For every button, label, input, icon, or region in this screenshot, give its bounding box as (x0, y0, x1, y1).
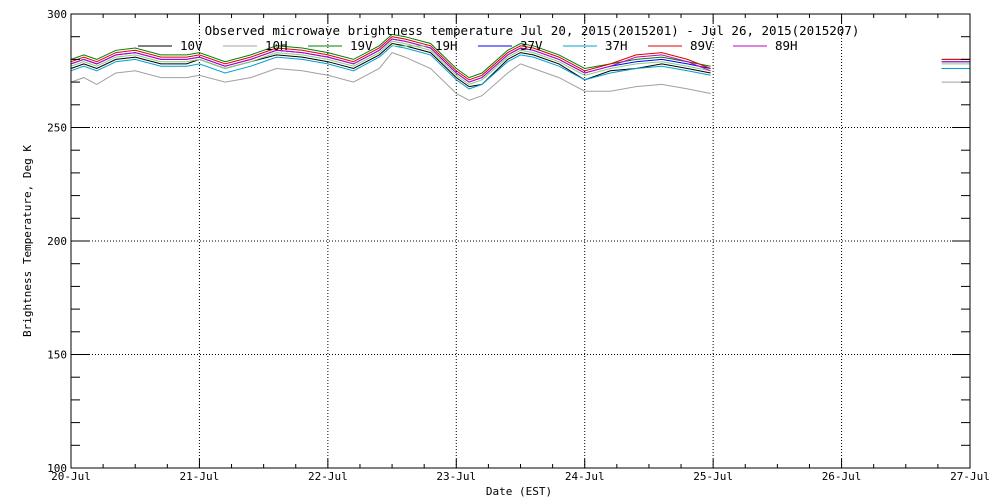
series-37h (70, 45, 970, 90)
y-tick-label: 300 (47, 8, 67, 21)
x-tick-label: 20-Jul (51, 470, 91, 483)
legend-item: 10H (223, 38, 288, 53)
legend-item: 37H (563, 38, 628, 53)
legend-item: 89V (648, 38, 713, 53)
legend: 10V 10H 19V 19H 37V 37H 89V 89H (138, 38, 798, 53)
legend-item: 89H (733, 38, 798, 53)
legend-label: 10V (180, 38, 203, 53)
x-tick-label: 23-Jul (436, 470, 476, 483)
plot-frame (70, 13, 971, 469)
series-line (70, 38, 711, 83)
x-tick-label: 25-Jul (693, 470, 733, 483)
x-tick-label: 22-Jul (308, 470, 348, 483)
chart-title: Observed microwave brightness temperatur… (205, 23, 860, 38)
legend-label: 19H (435, 38, 458, 53)
legend-label: 10H (265, 38, 288, 53)
series-line (70, 52, 711, 101)
plot-lines (70, 33, 970, 101)
y-axis-label: Brightness Temperature, Deg K (21, 145, 34, 337)
y-tick-label: 150 (47, 349, 67, 362)
grid (71, 14, 970, 468)
x-tick-label: 21-Jul (180, 470, 220, 483)
y-tick-label: 100 (47, 462, 67, 475)
legend-label: 89V (690, 38, 713, 53)
legend-item: 10V (138, 38, 203, 53)
y-tick-label: 250 (47, 122, 67, 135)
series-line (70, 33, 711, 79)
series-19h (70, 40, 970, 85)
x-axis-label: Date (EST) (486, 485, 552, 498)
legend-item: 19H (393, 38, 458, 53)
x-tick-label: 26-Jul (822, 470, 862, 483)
legend-item: 19V (308, 38, 373, 53)
series-line (70, 40, 711, 85)
series-89h (70, 38, 970, 83)
x-axis: 20-Jul 21-Jul 22-Jul 23-Jul 24-Jul 25-Jul 26-J… (51, 14, 990, 483)
legend-label: 89H (775, 38, 798, 53)
y-tick-label: 200 (47, 235, 67, 248)
series-line (70, 45, 711, 90)
legend-label: 19V (350, 38, 373, 53)
legend-label: 37H (605, 38, 628, 53)
x-tick-label: 27-Jul (950, 470, 990, 483)
x-tick-label: 24-Jul (565, 470, 605, 483)
legend-item: 37V (478, 38, 543, 53)
legend-label: 37V (520, 38, 543, 53)
series-line (70, 36, 711, 81)
y-axis: 100 150 200 250 300 (47, 8, 970, 475)
